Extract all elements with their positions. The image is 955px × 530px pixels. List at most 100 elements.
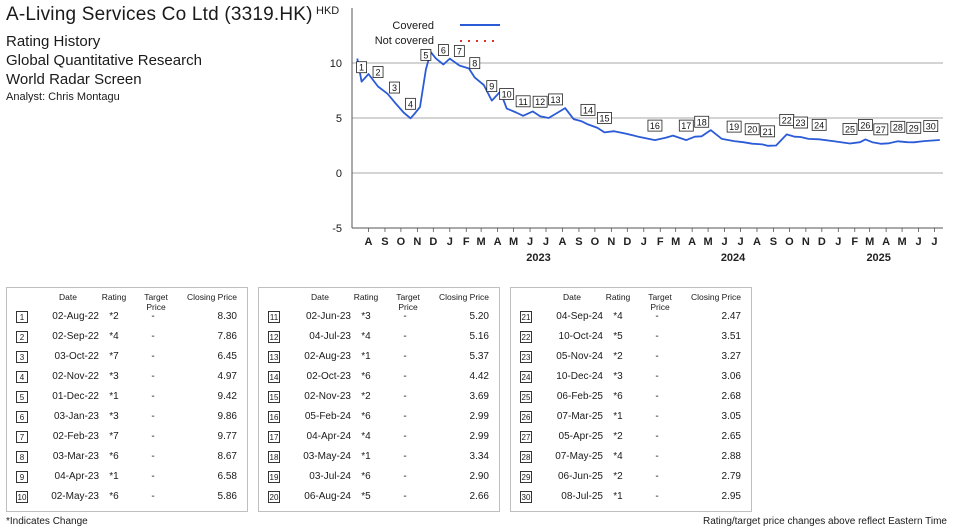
row-closing-price: 5.37	[469, 351, 489, 362]
table-row: 27 05-Apr-25 *2 - 2.65	[511, 428, 751, 446]
y-tick-label: 10	[330, 58, 342, 70]
table-row: 21 04-Sep-24 *4 - 2.47	[511, 308, 751, 326]
column-header-closing: Closing Price	[186, 292, 238, 302]
table-header: Date Rating Target Price Closing Price	[7, 292, 247, 314]
row-target-price: -	[655, 371, 659, 382]
row-rating: *6	[361, 371, 371, 382]
rating-marker-label: 17	[681, 121, 691, 131]
y-axis-unit-label: HKD	[316, 5, 339, 17]
row-rating: *3	[109, 411, 119, 422]
row-closing-price: 5.86	[217, 491, 237, 502]
row-date: 02-Aug-22	[52, 311, 99, 322]
row-closing-price: 9.77	[217, 431, 237, 442]
row-rating: *6	[613, 391, 623, 402]
row-closing-price: 8.67	[217, 451, 237, 462]
row-number: 2	[16, 331, 28, 343]
x-tick-label: A	[882, 236, 890, 248]
row-closing-price: 4.42	[469, 371, 489, 382]
row-target-price: -	[655, 411, 659, 422]
row-number: 26	[520, 411, 532, 423]
x-tick-label: S	[381, 236, 388, 248]
row-target-price: -	[151, 491, 155, 502]
x-tick-label: M	[477, 236, 486, 248]
row-closing-price: 8.30	[217, 311, 237, 322]
legend-label-covered: Covered	[392, 20, 434, 32]
row-closing-price: 5.20	[469, 311, 489, 322]
row-closing-price: 3.34	[469, 451, 489, 462]
table-row: 15 02-Nov-23 *2 - 3.69	[259, 388, 499, 406]
row-target-price: -	[655, 491, 659, 502]
rating-marker-box	[760, 125, 776, 138]
rating-marker-box	[438, 44, 449, 56]
x-tick-label: N	[607, 236, 615, 248]
row-target-price: -	[151, 331, 155, 342]
row-date: 04-Apr-24	[306, 431, 351, 442]
row-rating: *1	[109, 391, 119, 402]
x-tick-label: F	[463, 236, 470, 248]
row-number: 9	[16, 471, 28, 483]
y-tick-label: 0	[336, 168, 342, 180]
footnote-change: *Indicates Change	[6, 516, 88, 527]
row-date: 05-Nov-24	[556, 351, 603, 362]
row-number: 10	[16, 491, 28, 503]
rating-marker-label: 3	[392, 83, 397, 93]
row-target-price: -	[655, 471, 659, 482]
analyst-name: Analyst: Chris Montagu	[6, 91, 120, 103]
table-row: 24 10-Dec-24 *3 - 3.06	[511, 368, 751, 386]
x-tick-label: D	[429, 236, 437, 248]
row-target-price: -	[151, 311, 155, 322]
rating-table-2: Date Rating Target Price Closing Price 11 02-…	[258, 287, 500, 512]
rating-marker-label: 11	[518, 97, 527, 107]
x-tick-label: N	[413, 236, 421, 248]
table-row: 3 03-Oct-22 *7 - 6.45	[7, 348, 247, 366]
x-tick-label: J	[835, 236, 841, 248]
row-closing-price: 3.06	[721, 371, 741, 382]
x-tick-label: O	[785, 236, 794, 248]
row-number: 13	[268, 351, 280, 363]
table-row: 30 08-Jul-25 *1 - 2.95	[511, 488, 751, 506]
rating-marker-label: 23	[796, 118, 806, 128]
row-date: 04-Apr-23	[54, 471, 99, 482]
chart-legend: Covered Not covered	[375, 20, 500, 47]
table-header: Date Rating Target Price Closing Price	[259, 292, 499, 314]
row-number: 29	[520, 471, 532, 483]
row-closing-price: 2.95	[721, 491, 741, 502]
rating-marker-box	[647, 119, 663, 132]
rating-marker-box	[873, 123, 889, 136]
year-label: 2024	[721, 252, 746, 264]
rating-marker-label: 27	[876, 125, 886, 135]
row-date: 05-Apr-25	[558, 431, 603, 442]
rating-marker-label: 24	[814, 120, 824, 130]
row-target-price: -	[403, 331, 407, 342]
x-tick-label: J	[737, 236, 743, 248]
row-date: 05-Feb-24	[304, 411, 351, 422]
rating-marker-box	[858, 119, 873, 131]
rating-marker-label: 25	[845, 125, 855, 135]
row-date: 03-May-24	[303, 451, 351, 462]
row-number: 1	[16, 311, 28, 323]
row-target-price: -	[151, 451, 155, 462]
rating-marker-label: 28	[893, 122, 903, 132]
table-row: 12 04-Jul-23 *4 - 5.16	[259, 328, 499, 346]
row-target-price: -	[403, 451, 407, 462]
x-tick-label: O	[397, 236, 406, 248]
row-rating: *3	[109, 371, 119, 382]
x-tick-label: O	[591, 236, 600, 248]
row-target-price: -	[151, 391, 155, 402]
row-date: 03-Jan-23	[53, 411, 99, 422]
rating-marker-label: 7	[457, 47, 462, 57]
row-target-price: -	[655, 431, 659, 442]
x-tick-label: A	[688, 236, 696, 248]
footnote-timezone: Rating/target price changes above reflec…	[702, 516, 947, 527]
x-tick-label: D	[623, 236, 631, 248]
row-number: 21	[520, 311, 532, 323]
row-closing-price: 2.99	[469, 411, 489, 422]
column-header-date: Date	[311, 292, 329, 302]
row-rating: *2	[613, 351, 623, 362]
rating-marker-label: 9	[489, 82, 494, 92]
row-closing-price: 3.51	[721, 331, 741, 342]
row-closing-price: 9.42	[217, 391, 237, 402]
rating-marker-label: 13	[551, 95, 561, 105]
table-row: 28 07-May-25 *4 - 2.88	[511, 448, 751, 466]
